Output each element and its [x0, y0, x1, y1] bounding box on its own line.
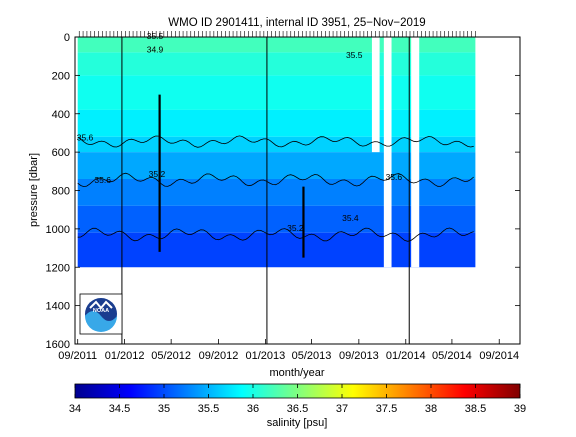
- y-axis: 0 200 400 600 800 1000 1200 1400 1600: [46, 32, 520, 351]
- y-tick-label: 1400: [46, 301, 70, 313]
- x-tick-label: 09/2014: [479, 350, 519, 362]
- isohaline-35.6: [77, 135, 474, 148]
- colorbar-tick-label: 37.5: [376, 403, 397, 415]
- contour-label: 35.5: [346, 50, 363, 60]
- colorbar-tick-label: 38: [425, 403, 437, 415]
- contour-label: 34.9: [147, 44, 164, 54]
- x-tick-label: 09/2011: [58, 350, 97, 362]
- colorbar-tick-label: 35.5: [198, 403, 219, 415]
- x-tick-label: 01/2012: [105, 350, 145, 362]
- contour-label: 35.2: [149, 169, 166, 179]
- y-tick-label: 200: [52, 70, 70, 82]
- colorbar-label: salinity [psu]: [267, 417, 328, 429]
- colorbar-tick-label: 35: [158, 403, 170, 415]
- x-axis-label: month/year: [269, 367, 324, 379]
- colorbar-tick-label: 39: [514, 403, 526, 415]
- contour-label: 35.5: [147, 31, 164, 41]
- y-tick-label: 800: [52, 186, 70, 198]
- isohaline-35.4: [77, 227, 474, 242]
- y-axis-label: pressure [dbar]: [28, 153, 40, 227]
- y-tick-label: 0: [64, 32, 70, 44]
- colorbar-tick-label: 34.5: [109, 403, 130, 415]
- x-tick-label: 05/2013: [292, 350, 332, 362]
- data-gap: [411, 37, 420, 268]
- contour-label: 35.6: [94, 175, 111, 185]
- colorbar-tick-label: 37: [336, 403, 348, 415]
- noaa-logo: NOAA: [79, 293, 123, 335]
- x-tick-label: 05/2012: [151, 350, 191, 362]
- y-tick-label: 600: [52, 147, 70, 159]
- noaa-logo-text: NOAA: [93, 308, 109, 314]
- y-tick-label: 1600: [46, 339, 70, 351]
- colorbar-tick-label: 36: [247, 403, 259, 415]
- isohaline-35.6: [77, 172, 474, 188]
- x-tick-label: 05/2014: [432, 350, 472, 362]
- contour-label: 35.6: [386, 172, 403, 182]
- x-tick-label: 01/2014: [386, 350, 426, 362]
- y-tick-label: 400: [52, 109, 70, 121]
- contour-label: 35.6: [77, 133, 94, 143]
- contour-label: 35.2: [287, 223, 304, 233]
- data-gap: [371, 37, 380, 153]
- colorbar-tick-label: 36.5: [287, 403, 308, 415]
- colorbar-tick-label: 34: [69, 403, 81, 415]
- colorbar-tick-label: 38.5: [465, 403, 486, 415]
- x-tick-label: 09/2012: [199, 350, 239, 362]
- colorbar-ticks: 34 34.5 35 35.5 36 36.5 37 37.5 38 38.5 39: [69, 384, 526, 415]
- x-axis: 09/2011 01/2012 05/2012 09/2012 01/2013 05/20…: [58, 339, 519, 362]
- contour-label: 35.4: [342, 213, 359, 223]
- x-tick-label: 01/2013: [246, 350, 286, 362]
- x-tick-label: 09/2013: [339, 350, 379, 362]
- chart-title: WMO ID 2901411, internal ID 3951, 25−Nov…: [168, 17, 425, 29]
- y-tick-label: 1000: [46, 224, 70, 236]
- y-tick-label: 1200: [46, 262, 70, 274]
- overlay-layer: 35.6 35.6 35.2 35.2 35.4 35.6 34.9 35.5 35.5: [77, 31, 476, 344]
- data-gap: [383, 37, 392, 268]
